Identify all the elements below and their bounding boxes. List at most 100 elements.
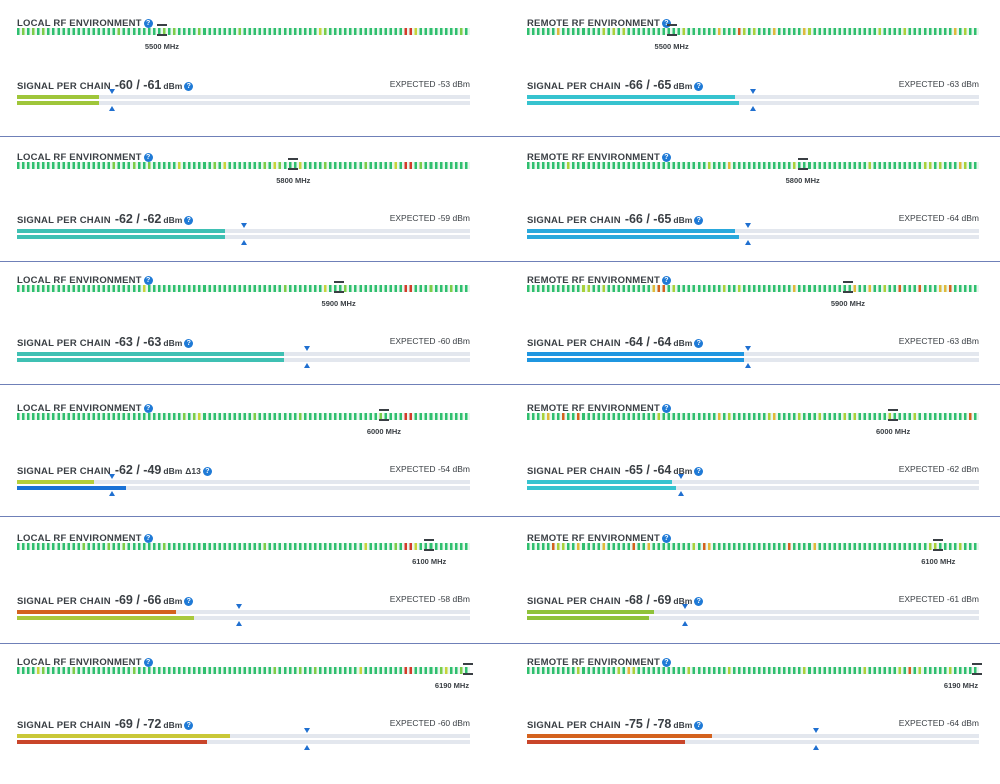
rf-spectrum-bar <box>17 28 470 35</box>
expected-signal: EXPECTED -64 dBm <box>898 213 979 223</box>
signal-per-chain-row: SIGNAL PER CHAIN -62 / -49 dBm Δ13? <box>17 461 212 479</box>
chain-1-signal-fill <box>527 610 654 614</box>
signal-value: -62 / -62 <box>114 212 162 226</box>
help-icon[interactable]: ? <box>202 467 212 476</box>
rf-spectrum-bar <box>17 543 470 550</box>
frequency-marker[interactable] <box>971 663 982 675</box>
chain-1-signal-fill <box>527 95 735 99</box>
frequency-marker[interactable] <box>666 24 677 36</box>
help-icon[interactable]: ? <box>143 404 153 413</box>
expected-marker-bottom <box>109 106 116 111</box>
help-icon[interactable]: ? <box>694 216 704 225</box>
rf-environment-label: REMOTE RF ENVIRONMENT <box>527 275 660 286</box>
signal-per-chain-label: SIGNAL PER CHAIN <box>527 720 621 731</box>
signal-unit: dBm <box>673 81 693 91</box>
remote-panel: REMOTE RF ENVIRONMENT? 5500 MHz SIGNAL PER… <box>527 18 979 128</box>
expected-marker-bottom <box>109 491 116 496</box>
signal-per-chain-row: SIGNAL PER CHAIN -65 / -64 dBm? <box>527 461 704 479</box>
chain-2-track <box>527 740 979 744</box>
frequency-marker[interactable] <box>933 539 944 551</box>
expected-marker-top <box>109 474 116 479</box>
help-icon[interactable]: ? <box>184 597 194 606</box>
frequency-label: 6190 MHz <box>434 681 470 690</box>
remote-rf-environment-title: REMOTE RF ENVIRONMENT? <box>527 403 671 414</box>
frequency-marker[interactable] <box>378 409 389 421</box>
chain-1-signal-fill <box>527 352 744 356</box>
expected-signal: EXPECTED -62 dBm <box>898 464 979 474</box>
section-divider <box>0 261 1000 262</box>
help-icon[interactable]: ? <box>661 534 671 543</box>
frequency-marker[interactable] <box>842 281 853 293</box>
expected-signal: EXPECTED -58 dBm <box>389 594 470 604</box>
local-rf-environment-title: LOCAL RF ENVIRONMENT? <box>17 657 153 668</box>
frequency-marker[interactable] <box>333 281 344 293</box>
expected-marker-bottom <box>303 363 310 368</box>
help-icon[interactable]: ? <box>661 19 671 28</box>
expected-marker-top <box>235 604 242 609</box>
chain-2-signal-fill <box>17 486 126 490</box>
chain-2-signal-fill <box>527 486 677 490</box>
expected-marker-top <box>745 346 752 351</box>
expected-marker-bottom <box>303 745 310 750</box>
help-icon[interactable]: ? <box>184 216 194 225</box>
expected-signal: EXPECTED -64 dBm <box>898 718 979 728</box>
help-icon[interactable]: ? <box>143 534 153 543</box>
frequency-label: 6100 MHz <box>412 557 447 566</box>
local-rf-environment-title: LOCAL RF ENVIRONMENT? <box>17 533 153 544</box>
frequency-marker[interactable] <box>462 663 473 675</box>
frequency-marker[interactable] <box>288 158 299 170</box>
chain-1-signal-fill <box>527 734 713 738</box>
signal-per-chain-label: SIGNAL PER CHAIN <box>527 596 621 607</box>
signal-value: -65 / -64 <box>624 463 672 477</box>
help-icon[interactable]: ? <box>143 19 153 28</box>
help-icon[interactable]: ? <box>143 276 153 285</box>
help-icon[interactable]: ? <box>661 153 671 162</box>
expected-marker-top <box>745 223 752 228</box>
local-panel: LOCAL RF ENVIRONMENT? 6100 MHz SIGNAL PER … <box>17 533 470 643</box>
help-icon[interactable]: ? <box>694 597 704 606</box>
remote-rf-environment-title: REMOTE RF ENVIRONMENT? <box>527 533 671 544</box>
expected-signal: EXPECTED -60 dBm <box>389 718 470 728</box>
signal-value: -64 / -64 <box>624 335 672 349</box>
signal-per-chain-row: SIGNAL PER CHAIN -60 / -61 dBm? <box>17 76 194 94</box>
signal-value: -75 / -78 <box>624 717 672 731</box>
signal-per-chain-row: SIGNAL PER CHAIN -63 / -63 dBm? <box>17 333 194 351</box>
signal-unit: dBm <box>673 466 693 476</box>
chain-2-track <box>17 616 470 620</box>
help-icon[interactable]: ? <box>184 82 194 91</box>
remote-rf-environment-title: REMOTE RF ENVIRONMENT? <box>527 152 671 163</box>
help-icon[interactable]: ? <box>694 467 704 476</box>
help-icon[interactable]: ? <box>694 82 704 91</box>
help-icon[interactable]: ? <box>184 721 194 730</box>
frequency-marker[interactable] <box>424 539 435 551</box>
chain-1-signal-fill <box>17 480 94 484</box>
rf-environment-label: REMOTE RF ENVIRONMENT <box>527 18 660 29</box>
chain-1-signal-fill <box>17 610 176 614</box>
expected-signal: EXPECTED -53 dBm <box>389 79 470 89</box>
help-icon[interactable]: ? <box>143 658 153 667</box>
help-icon[interactable]: ? <box>694 721 704 730</box>
rf-spectrum-bar <box>527 413 979 420</box>
frequency-marker[interactable] <box>156 24 167 36</box>
help-icon[interactable]: ? <box>661 404 671 413</box>
chain-2-signal-fill <box>527 740 686 744</box>
chain-1-signal-fill <box>17 229 226 233</box>
signal-unit: dBm <box>673 720 693 730</box>
chain-2-signal-fill <box>17 358 285 362</box>
signal-per-chain-row: SIGNAL PER CHAIN -62 / -62 dBm? <box>17 210 194 228</box>
frequency-label: 6190 MHz <box>943 681 979 690</box>
chain-1-track <box>527 480 979 484</box>
expected-signal: EXPECTED -61 dBm <box>898 594 979 604</box>
chain-2-track <box>527 486 979 490</box>
help-icon[interactable]: ? <box>694 339 704 348</box>
help-icon[interactable]: ? <box>661 658 671 667</box>
signal-per-chain-label: SIGNAL PER CHAIN <box>527 338 621 349</box>
expected-marker-bottom <box>745 363 752 368</box>
local-panel: LOCAL RF ENVIRONMENT? 5900 MHz SIGNAL PER … <box>17 275 470 385</box>
frequency-marker[interactable] <box>797 158 808 170</box>
help-icon[interactable]: ? <box>143 153 153 162</box>
signal-value: -66 / -65 <box>624 78 672 92</box>
frequency-marker[interactable] <box>888 409 899 421</box>
help-icon[interactable]: ? <box>661 276 671 285</box>
help-icon[interactable]: ? <box>184 339 194 348</box>
